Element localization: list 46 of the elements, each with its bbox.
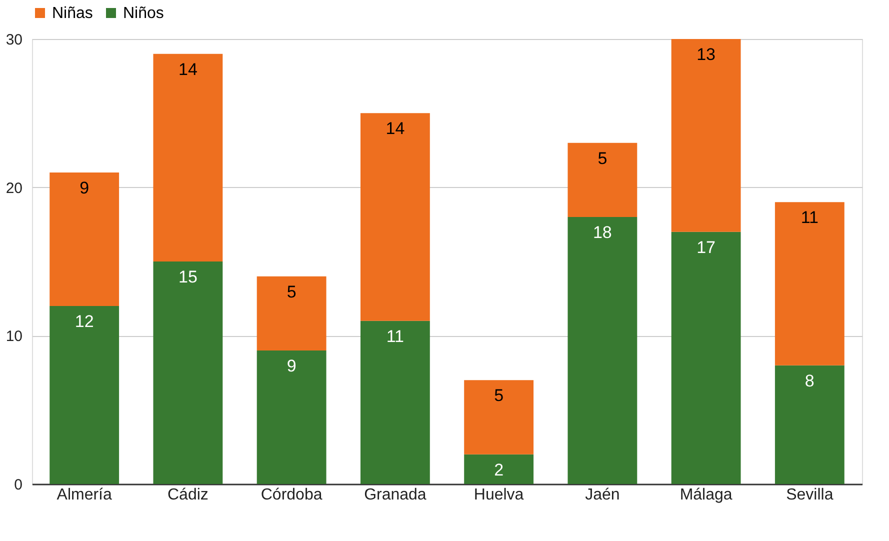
bar: [256, 350, 326, 484]
bar: [568, 217, 638, 484]
data-label: 14: [386, 119, 405, 138]
data-label: 17: [696, 238, 716, 257]
bar: [774, 365, 844, 484]
bar: [153, 262, 223, 484]
bar: [50, 172, 120, 306]
data-label: 5: [598, 148, 608, 168]
bar: [360, 113, 430, 321]
data-label: 8: [804, 371, 814, 390]
bar: [360, 320, 430, 484]
legend-label: Niñas: [52, 5, 93, 22]
bar: [256, 276, 326, 350]
x-tick-label: Sevilla: [786, 486, 834, 504]
data-label: 5: [494, 386, 504, 406]
data-label: 14: [178, 60, 198, 79]
data-label: 12: [74, 312, 94, 331]
x-tick-label: Jaén: [585, 486, 620, 504]
data-label: 15: [178, 268, 198, 286]
data-label: 11: [386, 326, 404, 346]
data-label: 13: [696, 45, 716, 64]
bar: [464, 380, 534, 454]
data-label: 2: [494, 460, 504, 480]
data-label: 9: [286, 356, 296, 376]
x-tick-label: Córdoba: [260, 486, 322, 504]
y-tick-label: 0: [14, 476, 22, 494]
bar: [671, 232, 741, 484]
bar: [774, 202, 844, 366]
data-label: 9: [80, 178, 90, 198]
bar: [464, 454, 534, 484]
y-tick-label: 20: [6, 180, 22, 197]
y-tick-label: 30: [6, 32, 22, 48]
bar: [50, 306, 120, 484]
y-tick-label: 10: [6, 328, 22, 346]
data-label: 5: [286, 282, 296, 302]
bar: [568, 142, 638, 217]
bar: [671, 39, 741, 232]
legend-label: Niños: [123, 5, 164, 22]
x-tick-label: Cádiz: [167, 486, 208, 504]
bar: [153, 54, 223, 262]
data-label: 18: [592, 223, 612, 242]
x-tick-label: Huelva: [474, 486, 524, 504]
x-tick-label: Málaga: [680, 486, 732, 504]
x-tick-label: Almería: [56, 486, 112, 504]
data-label: 11: [800, 208, 818, 228]
x-tick-label: Granada: [364, 486, 426, 504]
